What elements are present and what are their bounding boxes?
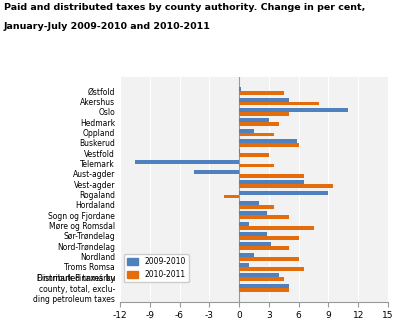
Bar [239, 288, 289, 291]
Bar [239, 242, 271, 246]
Bar [239, 267, 304, 271]
Bar [239, 273, 279, 277]
Bar [239, 139, 297, 143]
Text: Paid and distributed taxes by county authority. Change in per cent,: Paid and distributed taxes by county aut… [4, 3, 365, 12]
Bar [239, 108, 348, 112]
Bar [135, 160, 239, 163]
Bar [239, 129, 254, 133]
Bar [239, 87, 241, 91]
Bar [194, 170, 239, 174]
Legend: 2009-2010, 2010-2011: 2009-2010, 2010-2011 [124, 254, 189, 282]
Text: January-July 2009-2010 and 2010-2011: January-July 2009-2010 and 2010-2011 [4, 22, 211, 31]
Bar [239, 174, 304, 178]
Bar [239, 91, 284, 95]
Bar [239, 122, 279, 126]
Bar [239, 232, 267, 236]
Bar [239, 180, 304, 184]
Bar [239, 112, 289, 116]
Bar [239, 201, 259, 205]
Bar [239, 236, 299, 240]
Bar [239, 215, 289, 219]
Bar [239, 191, 328, 195]
Bar [239, 98, 289, 101]
Bar [239, 118, 269, 122]
Bar [239, 226, 314, 230]
Bar [239, 205, 274, 209]
Bar [239, 221, 249, 226]
Bar [239, 101, 318, 105]
Bar [239, 184, 334, 188]
Bar [239, 133, 274, 136]
Bar [239, 153, 269, 157]
Bar [239, 163, 274, 168]
Bar [239, 256, 299, 261]
Bar [224, 195, 239, 198]
Bar [239, 284, 289, 288]
Bar [239, 253, 254, 256]
Bar [239, 277, 284, 281]
Bar [239, 246, 289, 250]
Bar [239, 149, 240, 153]
Bar [239, 143, 299, 147]
Bar [239, 263, 249, 267]
Bar [239, 211, 267, 215]
